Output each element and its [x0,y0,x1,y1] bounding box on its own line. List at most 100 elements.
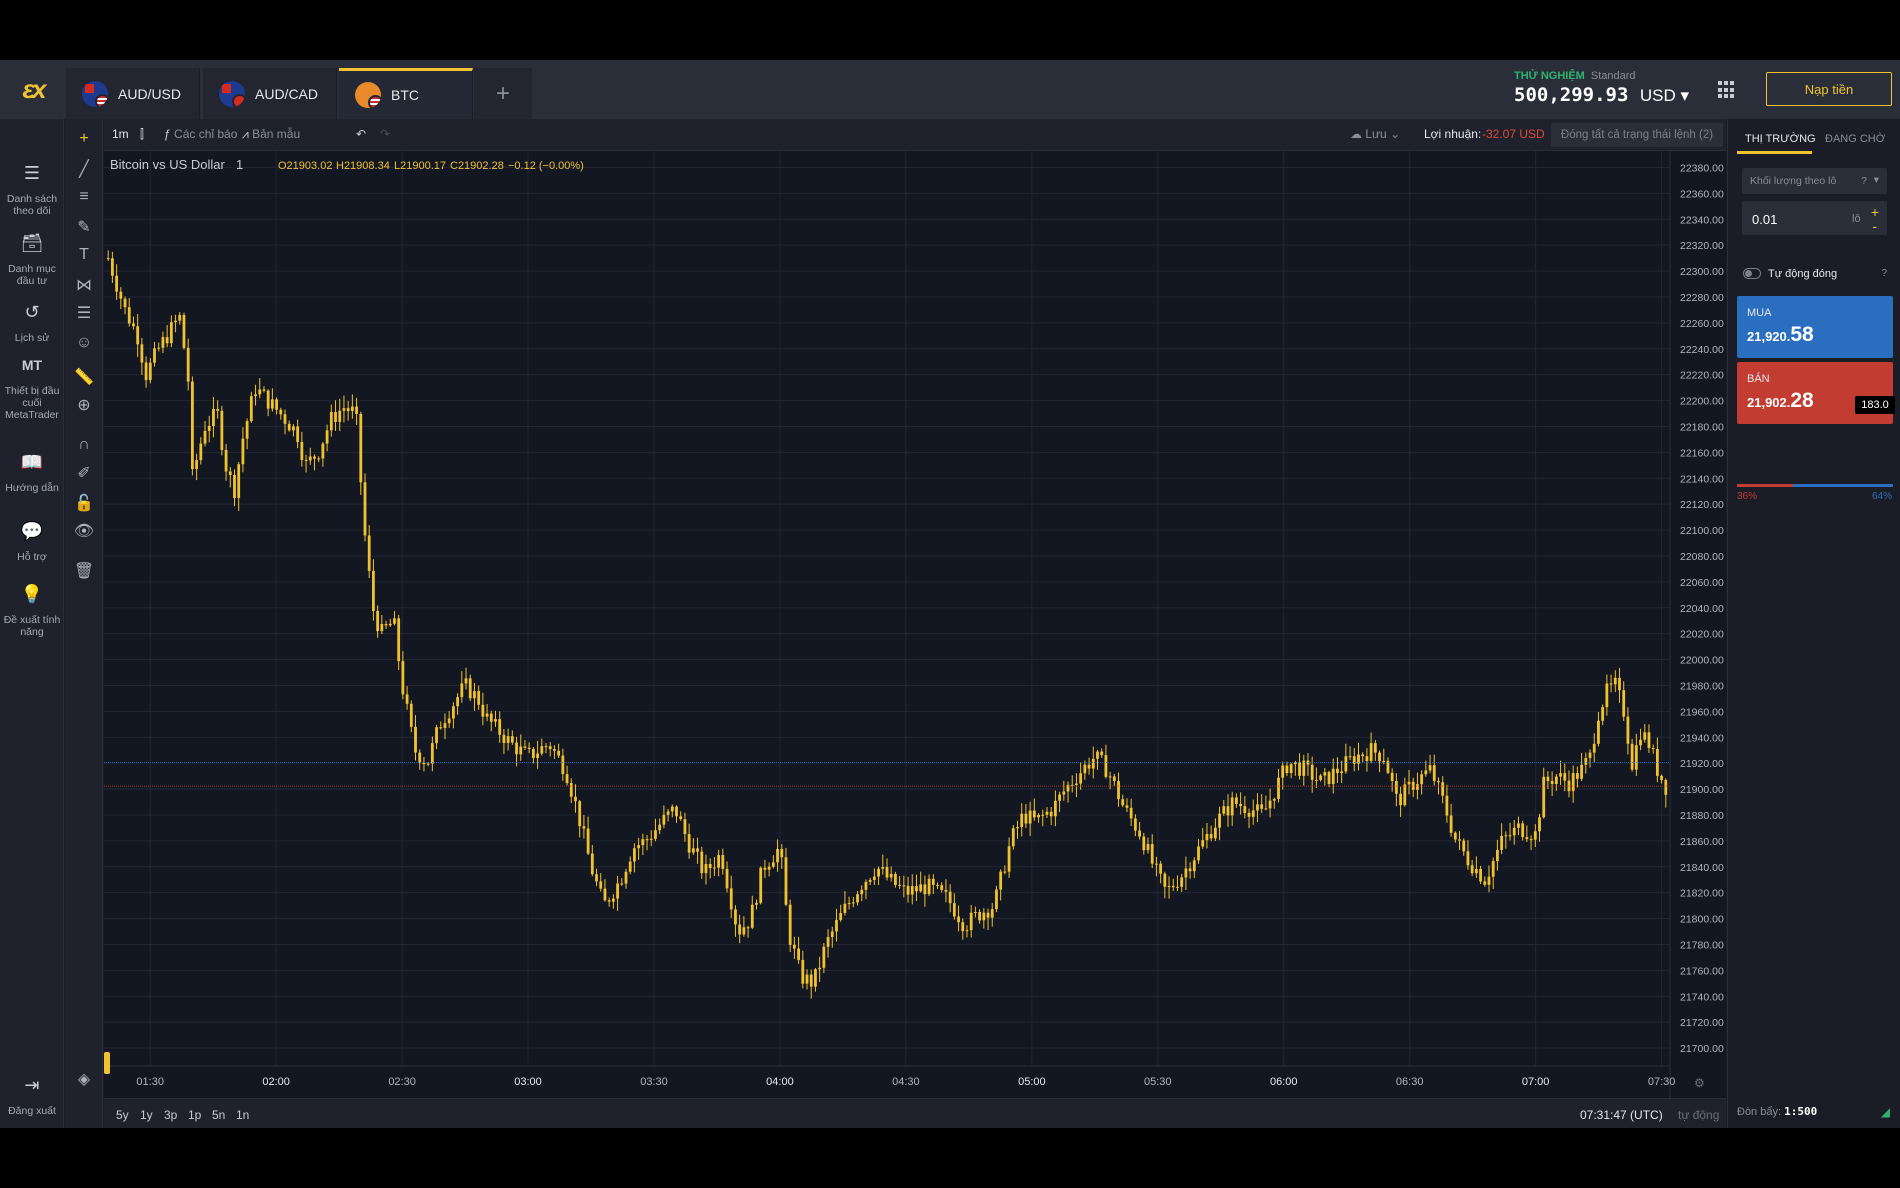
indicators-button[interactable]: ƒ Các chỉ báo [164,127,237,141]
nav-history[interactable]: ↺ Lịch sử [0,303,64,344]
candle-body [405,694,409,704]
sell-button[interactable]: BÁN 21,902.28 [1737,362,1893,424]
candle-body [527,747,531,749]
candle-body [936,884,939,886]
candle-body [1041,814,1045,816]
candle-body [123,298,127,308]
nav-book[interactable]: 📖 Hướng dẫn [0,453,64,494]
candle-body [212,409,215,427]
pattern-icon[interactable]: ⋈ [76,277,92,294]
trash-icon[interactable]: 🗑 [73,563,95,580]
scroll-to-start-handle[interactable] [104,1052,110,1074]
magnet-icon[interactable]: ∩ [78,436,90,453]
candle-body [1230,797,1234,816]
volume-value[interactable]: 0.01 [1752,212,1778,227]
timeframe-selector[interactable]: 1m [112,127,129,141]
help-icon[interactable]: ? [1881,268,1887,279]
candle-body [1256,804,1259,811]
help-icon[interactable]: ? [1861,175,1867,187]
chart-settings-icon[interactable]: ⚙ [1694,1076,1705,1090]
nav-chat[interactable]: 💬 Hỗ trợ [0,522,64,563]
price-chart[interactable]: 21920.5821902.28 22380.00 22360.00 22340.0… [104,151,1726,1098]
layers-icon[interactable]: ◈ [77,1071,91,1088]
candle-body [325,430,329,444]
candle-body [868,879,872,882]
candle-body [843,903,847,913]
candle-body [784,857,788,905]
candle-body [1584,757,1588,765]
tab-btc[interactable]: BTC [339,68,473,119]
emoji-icon[interactable]: ☺ [75,334,93,351]
tab-aud-cad[interactable]: AUD/CAD [203,68,337,119]
tab-market[interactable]: THỊ TRƯỜNG [1745,133,1816,145]
y-tick-label: 21700.00 [1680,1043,1724,1055]
candle-body [258,389,262,395]
candle-body [906,885,910,895]
y-tick-label: 22380.00 [1680,162,1724,174]
eye-icon[interactable]: 👁 [73,523,95,540]
candle-series [106,250,1668,999]
candle-body [788,904,792,945]
range-button-5y[interactable]: 5y [116,1108,129,1122]
volume-mode-select[interactable]: Khối lượng theo lô ? ▾ [1742,168,1887,194]
sell-label: BÁN [1747,373,1770,385]
parallel-lines-icon[interactable]: ≡ [79,188,89,205]
auto-close-toggle[interactable] [1743,268,1761,279]
lock-icon[interactable]: 🔓 [74,495,94,512]
chart-canvas[interactable]: 21920.5821902.28 22380.00 22360.00 22340.0… [104,151,1726,1098]
exness-logo[interactable]: ɛx [22,74,47,104]
profit-value: -32.07 USD [1482,127,1545,141]
templates-button[interactable]: ⩘ Bản mẫu [242,127,300,142]
lock-drawing-icon[interactable]: ✐ [77,465,91,482]
autoscale-toggle[interactable]: tự động [1678,1108,1720,1122]
crosshair-icon[interactable]: + [79,130,89,147]
ruler-icon[interactable]: 📏 [74,369,94,386]
account-summary[interactable]: THỬ NGHIỆM Standard 500,299.93 USD ▾ [1514,70,1689,106]
text-icon[interactable]: T [79,246,89,263]
candle-body [540,746,544,754]
candle-body [1314,779,1318,781]
templates-icon: ⩘ [242,127,249,141]
fib-icon[interactable]: ☰ [76,305,92,322]
save-layout-button[interactable]: ☁ Lưu ⌄ [1350,127,1400,141]
nav-list[interactable]: ☰ Danh sách theo dõi [0,164,64,217]
range-button-1p[interactable]: 1p [188,1108,202,1122]
redo-icon[interactable]: ↷ [380,127,391,141]
candle-body [1197,846,1200,861]
nav-logout[interactable]: ⇥ Đăng xuất [0,1076,64,1117]
candle-body [1390,772,1394,782]
range-button-5n[interactable]: 5n [212,1108,226,1122]
candle-body [350,406,354,412]
candle-body [304,460,308,462]
add-tab-button[interactable]: + [474,68,532,119]
tab-aud-usd[interactable]: AUD/USD [66,68,200,119]
range-button-1y[interactable]: 1y [140,1108,153,1122]
increase-volume-button[interactable]: + [1870,204,1879,220]
candle-body [1458,839,1461,841]
buy-button[interactable]: MUA 21,920.58 [1737,296,1893,358]
x-tick-label: 06:30 [1396,1076,1424,1088]
candle-body [746,927,750,929]
trendline-icon[interactable]: ╱ [79,161,89,178]
candle-type-icon[interactable]: ⫿ [140,127,144,141]
decrease-volume-button[interactable]: - [1872,218,1877,234]
candle-body [1613,677,1617,685]
candle-body [620,883,624,885]
candle-body [670,806,674,812]
close-all-positions-button[interactable]: Đóng tất cả trạng thái lệnh (2) [1551,123,1723,147]
nav-metatrader[interactable]: MT Thiết bị đầu cuối MetaTrader [0,358,64,421]
candle-body [1268,800,1272,809]
deposit-button[interactable]: Nạp tiền [1766,72,1892,106]
undo-icon[interactable]: ↶ [356,127,367,141]
apps-grid-icon[interactable] [1718,81,1736,99]
nav-lightbulb[interactable]: 💡 Đề xuất tính năng [0,585,64,638]
nav-portfolio[interactable]: 🗃 Danh mục đầu tư [0,234,64,287]
range-button-3p[interactable]: 3p [164,1108,178,1122]
brush-icon[interactable]: ✎ [77,219,91,236]
tab-pending[interactable]: ĐANG CHỜ [1825,133,1886,145]
range-button-1n[interactable]: 1n [236,1108,250,1122]
zoom-in-icon[interactable]: ⊕ [77,397,91,414]
candle-body [233,474,236,499]
volume-input[interactable]: 0.01 lô + - [1742,201,1887,235]
candle-body [111,258,114,276]
